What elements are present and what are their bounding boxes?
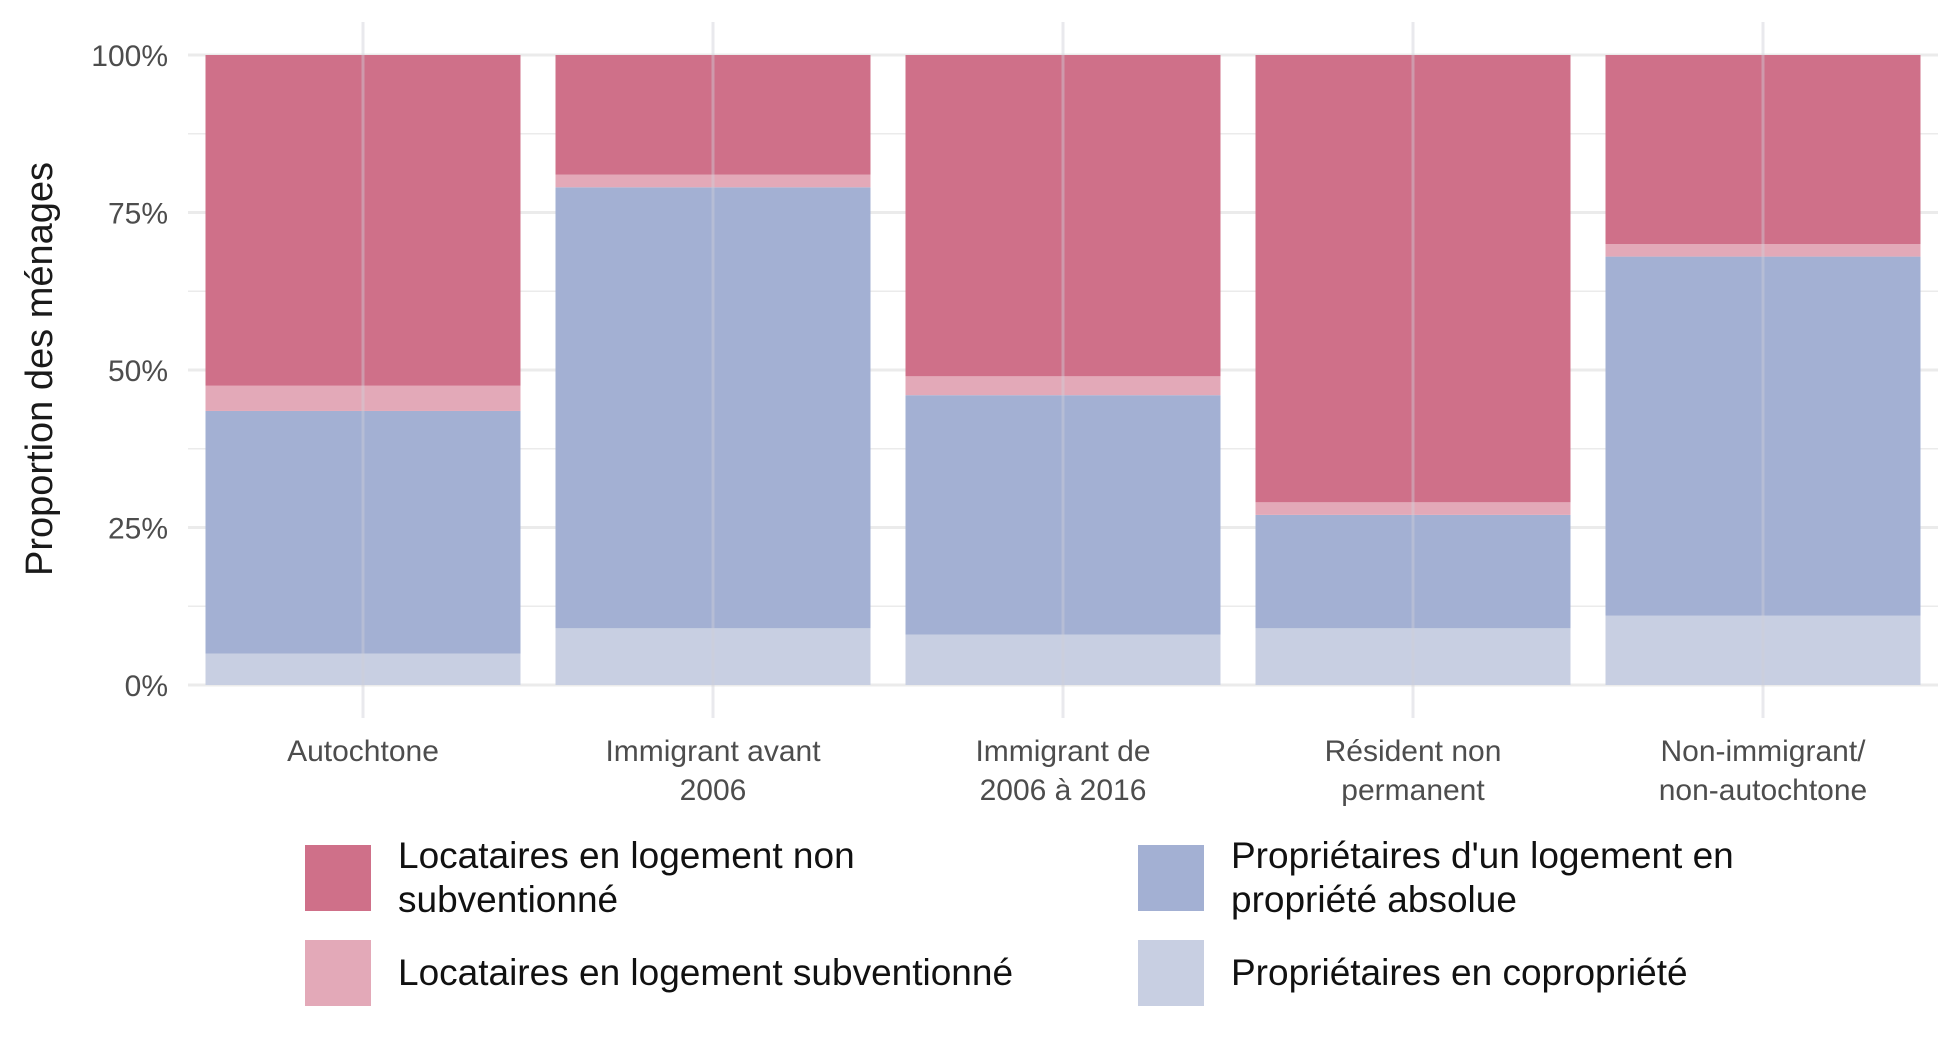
x-tick-label: Autochtone bbox=[287, 735, 439, 768]
bar-segment-3-series-4 bbox=[905, 55, 1221, 377]
bar-segment-4-series-4 bbox=[1255, 55, 1571, 503]
legend-item-rent-unsubsidized: Locataires en logement non subventionné bbox=[305, 834, 958, 922]
y-tick-labels: 0% 25% 50% 75% 100% bbox=[91, 40, 168, 703]
bar-segment-3-series-1 bbox=[905, 634, 1221, 685]
legend-swatch-owner-condo bbox=[1138, 940, 1204, 1006]
bar-segment-2-series-4 bbox=[555, 55, 871, 175]
legend-label-rent-subsidized: Locataires en logement subventionné bbox=[398, 952, 1014, 993]
legend-label-owner-freehold: Propriétaires d'un logement en propriété… bbox=[1231, 835, 1734, 920]
legend-label-rent-unsubsidized: Locataires en logement non subventionné bbox=[398, 835, 855, 920]
bar-segment-1-series-2 bbox=[205, 410, 521, 654]
y-tick-label: 25% bbox=[108, 513, 168, 546]
legend-swatch-rent-unsubsidized bbox=[305, 845, 371, 911]
y-tick-label: 100% bbox=[91, 40, 168, 73]
bar-segment-4-series-2 bbox=[1255, 514, 1571, 629]
bar-segment-2-series-1 bbox=[555, 628, 871, 685]
legend-label-owner-condo: Propriétaires en copropriété bbox=[1231, 952, 1688, 993]
bar-segment-1-series-1 bbox=[205, 653, 521, 685]
vertical-grid-lines bbox=[361, 22, 1765, 718]
x-tick-label: Résident non permanent bbox=[1325, 735, 1502, 807]
legend-item-rent-subsidized: Locataires en logement subventionné bbox=[305, 940, 1018, 1006]
bar-segment-2-series-2 bbox=[555, 187, 871, 629]
bar-segment-3-series-2 bbox=[905, 395, 1221, 635]
bar-segment-3-series-3 bbox=[905, 376, 1221, 396]
y-tick-label: 50% bbox=[108, 355, 168, 388]
bar-segment-5-series-3 bbox=[1605, 244, 1921, 257]
x-tick-label: Immigrant avant 2006 bbox=[605, 735, 821, 807]
legend-item-owner-freehold: Propriétaires d'un logement en propriété… bbox=[1138, 834, 1831, 922]
bar-segment-2-series-3 bbox=[555, 174, 871, 188]
x-tick-label: Non-immigrant/non-autochtone bbox=[1659, 735, 1868, 807]
bar-segment-5-series-4 bbox=[1605, 55, 1921, 244]
y-tick-label: 75% bbox=[108, 198, 168, 231]
bar-segment-4-series-1 bbox=[1255, 628, 1571, 685]
bar-segment-5-series-1 bbox=[1605, 615, 1921, 685]
legend-item-owner-condo: Propriétaires en copropriété bbox=[1138, 940, 1851, 1006]
y-tick-label: 0% bbox=[125, 670, 168, 703]
bar-segment-5-series-2 bbox=[1605, 256, 1921, 616]
legend-swatch-owner-freehold bbox=[1138, 845, 1204, 911]
x-tick-labels: Autochtone Immigrant avant 2006 Immigrant d… bbox=[287, 735, 1867, 807]
y-axis-title: Proportion des ménages bbox=[19, 162, 61, 576]
bar-segment-1-series-3 bbox=[205, 385, 521, 411]
x-tick-label: Immigrant de 2006 à 2016 bbox=[975, 735, 1150, 807]
legend: Locataires en logement non subventionné … bbox=[305, 828, 1865, 1018]
bars bbox=[205, 55, 1921, 685]
bar-segment-1-series-4 bbox=[205, 55, 521, 386]
legend-swatch-rent-subsidized bbox=[305, 940, 371, 1006]
bar-segment-4-series-3 bbox=[1255, 502, 1571, 515]
